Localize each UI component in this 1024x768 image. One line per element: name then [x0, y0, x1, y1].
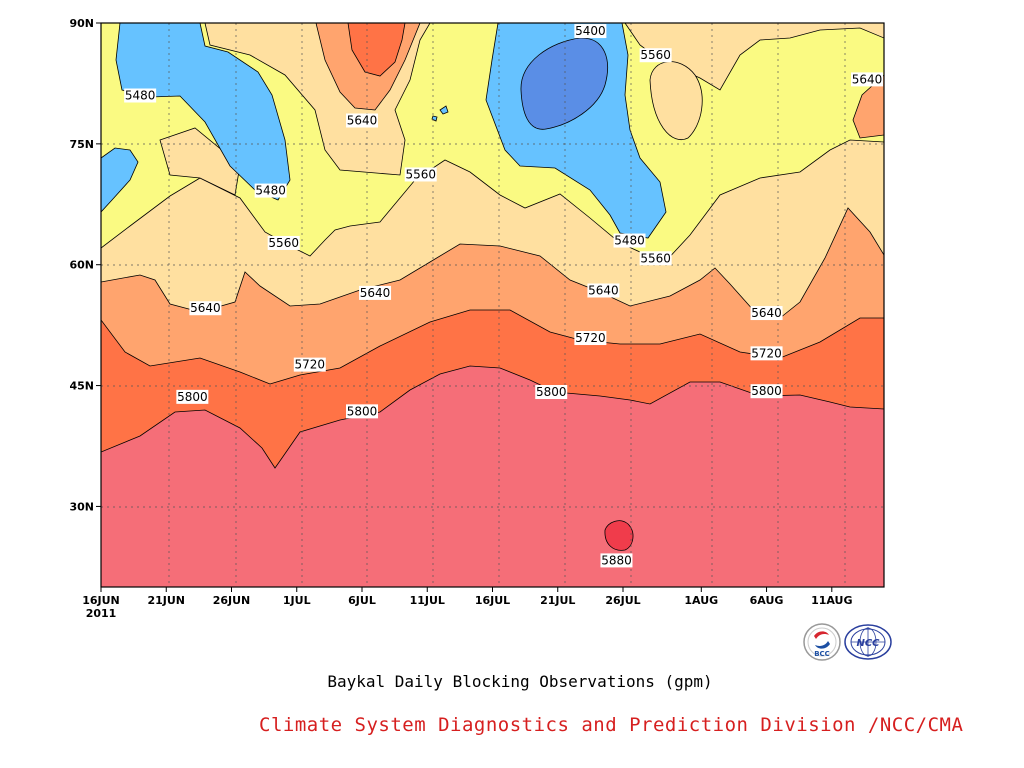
pocket-5880: [604, 520, 634, 551]
contour-fills: [101, 23, 884, 587]
x-tick-label: 21JUL: [540, 594, 575, 607]
contour-label-text: 5640: [588, 283, 619, 297]
chart-subtitle: Baykal Daily Blocking Observations (gpm): [327, 672, 713, 691]
contour-label: 5640: [851, 72, 884, 87]
y-tick-label: 60N: [69, 259, 94, 272]
x-tick-label: 26JUN: [213, 594, 251, 607]
contour-label-text: 5640: [347, 113, 378, 127]
contour-label-text: 5640: [751, 306, 782, 320]
contour-label: 5880: [600, 553, 633, 568]
contour-label: 5640: [587, 283, 620, 298]
contour-labels: 5400 5480 5480 5480 5560 5560 5560 5560 5640 5640…: [124, 24, 884, 568]
blue-5480-speck1: [439, 105, 449, 115]
contour-label-text: 5720: [575, 331, 606, 345]
y-tick-label: 75N: [69, 138, 94, 151]
ncc-logo: NCC: [844, 624, 892, 660]
contour-label: 5800: [750, 384, 783, 399]
contour-label: 5480: [613, 233, 646, 248]
y-tick-label: 30N: [69, 500, 94, 513]
x-tick-label: 21JUN: [147, 594, 185, 607]
x-year-label: 2011: [86, 607, 117, 620]
bcc-logo: BCC: [803, 623, 841, 661]
x-tick-label: 16JUN: [82, 594, 120, 607]
contour-label: 5400: [574, 24, 607, 39]
contour-label-text: 5800: [347, 404, 378, 418]
x-tick-label: 6AUG: [750, 594, 784, 607]
contour-label: 5560: [639, 48, 672, 63]
contour-label-text: 5800: [751, 384, 782, 398]
pocket-5640-right: [852, 74, 884, 139]
contour-label: 5640: [359, 285, 392, 300]
contour-label-text: 5480: [255, 184, 286, 198]
darkblue-5400: [520, 37, 608, 130]
contour-label-text: 5560: [640, 251, 671, 265]
contour-label-text: 5560: [405, 167, 436, 181]
contour-label-text: 5640: [852, 72, 883, 86]
contour-label: 5720: [574, 331, 607, 346]
x-tick-label: 1AUG: [684, 594, 718, 607]
ncc-logo-text: NCC: [856, 638, 880, 649]
contour-label: 5800: [535, 385, 568, 400]
contour-label: 5560: [639, 251, 672, 265]
x-tick-label: 16JUL: [475, 594, 510, 607]
x-tick-label: 1JUL: [283, 594, 311, 607]
x-tick-label: 11AUG: [811, 594, 852, 607]
x-tick-label: 11JUL: [410, 594, 445, 607]
contour-label: 5720: [293, 357, 326, 372]
x-tick-label: 26JUL: [605, 594, 640, 607]
contour-label-text: 5880: [601, 553, 632, 567]
y-tick-label: 45N: [69, 380, 94, 393]
contour-label: 5640: [346, 113, 378, 128]
blue-5480-left-edge: [101, 147, 139, 213]
contour-label: 5480: [254, 183, 287, 198]
pocket-5720-top: [347, 23, 406, 77]
axis-ticks: 90N 75N 60N 45N 30N 16JUN 21JUN 26JUN 1JUL 6JUL 11…: [69, 17, 852, 620]
x-tick-label: 6JUL: [348, 594, 376, 607]
contour-label-text: 5560: [640, 48, 671, 62]
contour-chart: 90N 75N 60N 45N 30N 16JUN 21JUN 26JUN 1JUL 6JUL 11…: [69, 17, 885, 620]
bcc-logo-text: BCC: [814, 650, 830, 658]
contour-label-text: 5560: [268, 236, 299, 250]
contour-label: 5560: [267, 235, 300, 250]
contour-label: 5640: [750, 306, 783, 321]
contour-label: 5480: [124, 88, 157, 103]
contour-label-text: 5800: [177, 390, 208, 404]
blue-5480-speck2: [431, 115, 438, 122]
contour-label: 5640: [189, 301, 222, 316]
y-tick-label: 90N: [69, 17, 94, 30]
contour-label: 5560: [404, 167, 437, 182]
contour-label-text: 5640: [360, 286, 391, 300]
contour-label: 5720: [750, 346, 783, 361]
pocket-5560-midleft: [159, 127, 241, 196]
contour-label-text: 5800: [536, 385, 567, 399]
contour-label-text: 5400: [575, 24, 606, 38]
contour-label: 5800: [346, 404, 378, 419]
grid: [101, 23, 884, 587]
contour-label-text: 5480: [125, 89, 156, 103]
contour-label-text: 5720: [295, 358, 326, 372]
contour-label-text: 5480: [614, 234, 645, 248]
credit-line: Climate System Diagnostics and Predictio…: [259, 714, 964, 736]
contour-label-text: 5720: [751, 346, 782, 360]
contour-label: 5800: [176, 389, 209, 404]
contour-label-text: 5640: [190, 301, 221, 315]
